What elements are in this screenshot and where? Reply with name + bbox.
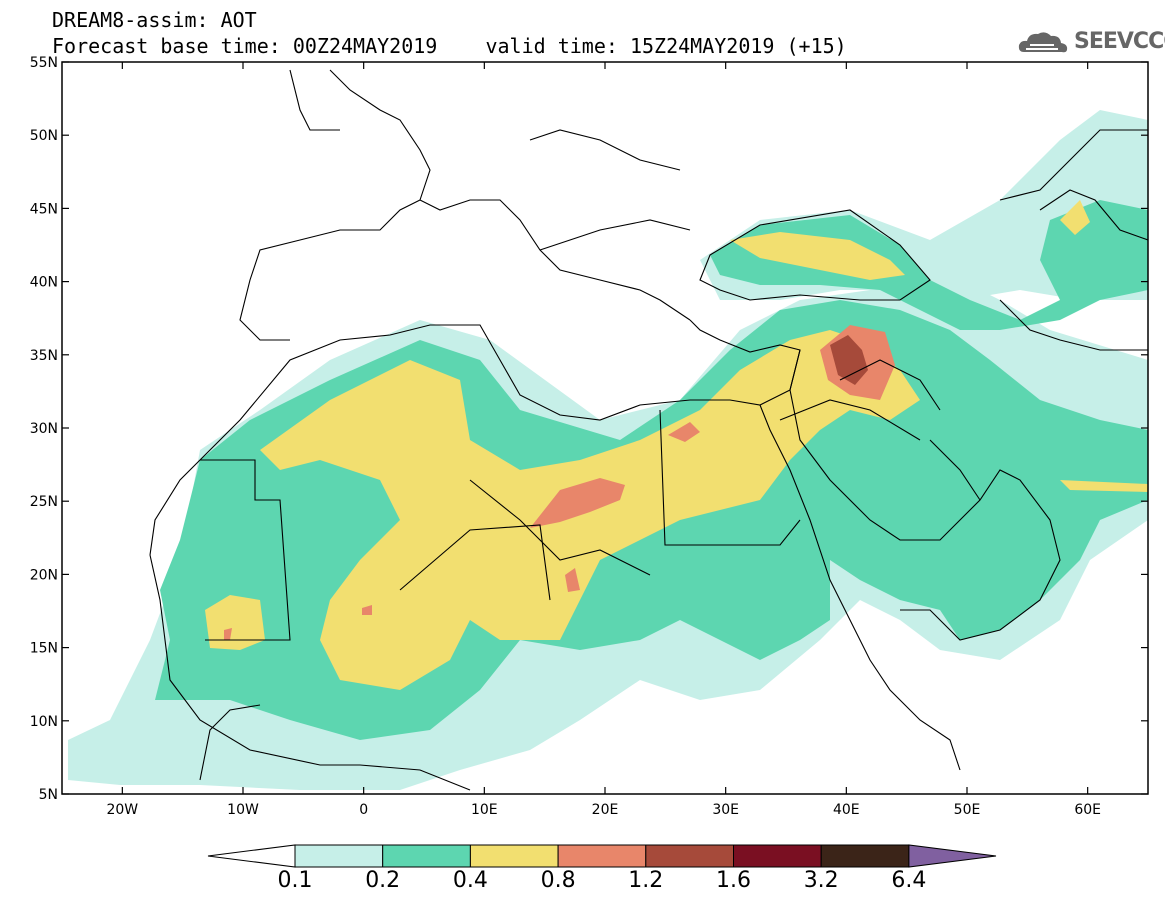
chart-title: DREAM8-assim: AOT (52, 8, 257, 32)
colorbar-label: 1.6 (716, 868, 751, 893)
lat-label: 20N (30, 567, 58, 583)
lat-label: 5N (39, 787, 58, 803)
coastlines (149, 69, 1148, 791)
lat-label: 10N (30, 714, 58, 730)
lat-label: 30N (30, 421, 58, 437)
aot-level-0.4 (730, 232, 905, 280)
lon-label: 50E (954, 802, 981, 818)
colorbar-label: 0.8 (540, 868, 576, 893)
colorbar-label: 0.4 (452, 868, 488, 893)
colorbar-swatch (733, 844, 822, 868)
lon-label: 10W (227, 802, 259, 818)
logo-text: SEEVCCC (1074, 29, 1165, 54)
lat-label: 25N (30, 494, 58, 510)
colorbar (207, 844, 997, 868)
lon-label: 30E (712, 802, 739, 818)
aot-level-0.8 (668, 422, 700, 442)
colorbar-label: 6.4 (891, 868, 927, 893)
aot-level-0.8 (224, 628, 232, 640)
colorbar-swatch (469, 844, 559, 868)
aot-field (68, 110, 1148, 790)
colorbar-swatch (557, 844, 647, 868)
lon-label: 0 (359, 802, 368, 818)
lat-label: 45N (30, 201, 58, 217)
colorbar-label: 1.2 (628, 868, 664, 893)
colorbar-swatch (382, 844, 471, 868)
seevccc-logo: SEEVCCC (1018, 28, 1165, 58)
colorbar-label: 3.2 (803, 868, 839, 893)
colorbar-max-arrow (908, 844, 997, 868)
cloud-icon (1018, 32, 1068, 53)
colorbar-swatch (645, 844, 734, 868)
lon-label: 40E (833, 802, 860, 818)
colorbar-label: 0.2 (365, 868, 401, 893)
aot-level-0.4 (1060, 480, 1148, 492)
colorbar-min-arrow (207, 844, 296, 868)
colorbar-label: 0.1 (277, 868, 313, 893)
lat-label: 35N (30, 348, 58, 364)
aot-level-0.2 (710, 200, 1148, 330)
lon-label: 10E (471, 802, 498, 818)
colorbar-swatch (294, 844, 384, 868)
lon-label: 20W (106, 802, 138, 818)
lat-label: 15N (30, 641, 58, 657)
lat-label: 55N (30, 55, 58, 71)
colorbar-swatch (820, 844, 910, 868)
lon-label: 20E (592, 802, 619, 818)
axis-ticks: 5N 10N 15N 20N 25N 30N 35N 40N 45N 50N 55N 20W 10W 0 1… (30, 55, 1148, 818)
lon-label: 60E (1074, 802, 1101, 818)
aot-level-0.8 (530, 478, 625, 528)
aot-level-0.4 (1060, 200, 1090, 235)
aot-level-0.8 (565, 568, 580, 592)
forecast-time-line: Forecast base time: 00Z24MAY2019 valid t… (52, 34, 847, 58)
aot-level-1.2 (830, 335, 868, 385)
lat-label: 40N (30, 275, 58, 291)
lat-label: 50N (30, 128, 58, 144)
aot-level-0.8 (362, 605, 372, 615)
aot-level-0.4 (205, 595, 265, 650)
